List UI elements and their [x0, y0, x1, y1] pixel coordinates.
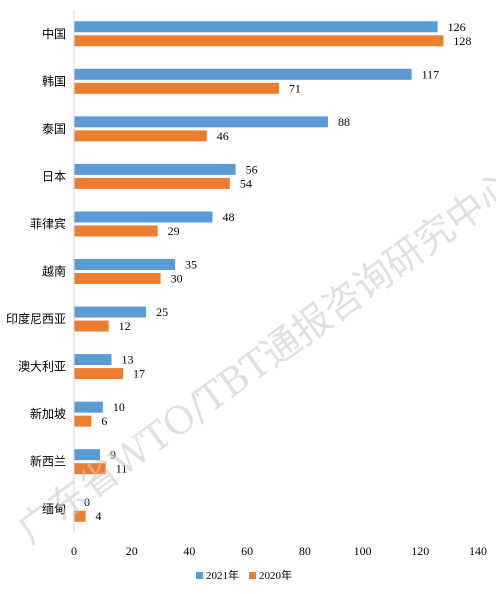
category-label: 越南: [42, 264, 66, 279]
x-tick-label: 100: [354, 544, 372, 558]
bar-series-2: [74, 368, 124, 380]
x-tick-label: 20: [126, 544, 138, 558]
bar-series-1: [74, 306, 147, 318]
x-tick-label: 40: [183, 544, 195, 558]
data-label: 35: [185, 258, 197, 272]
legend-label: 2021年: [206, 568, 239, 582]
data-label: 17: [133, 367, 145, 381]
legend-swatch: [249, 572, 256, 579]
data-label: 13: [122, 353, 134, 367]
bar-series-1: [74, 21, 438, 33]
bar-series-1: [74, 449, 100, 461]
data-label: 117: [422, 67, 440, 81]
bar-series-1: [74, 163, 236, 175]
bar-series-2: [74, 463, 106, 475]
x-tick-label: 80: [299, 544, 311, 558]
data-label: 11: [116, 462, 128, 476]
data-label: 6: [101, 414, 107, 428]
bar-series-2: [74, 177, 230, 189]
bar-series-2: [74, 35, 444, 47]
category-label: 菲律宾: [30, 216, 66, 231]
data-label: 9: [110, 448, 116, 462]
bar-series-2: [74, 130, 207, 142]
bar-series-2: [74, 510, 86, 522]
bar-series-2: [74, 225, 158, 237]
bar-series-1: [74, 116, 328, 128]
bar-series-1: [74, 68, 412, 80]
data-label: 56: [246, 162, 258, 176]
category-label: 新加坡: [30, 406, 66, 421]
data-label: 128: [453, 34, 471, 48]
legend: 2021年 2020年: [196, 568, 292, 582]
data-label: 4: [96, 509, 102, 523]
data-label: 29: [168, 224, 180, 238]
data-label: 0: [84, 495, 90, 509]
x-tick-label: 0: [71, 544, 77, 558]
bar-series-2: [74, 415, 92, 427]
data-label: 48: [223, 210, 235, 224]
data-label: 30: [171, 272, 183, 286]
category-label: 新西兰: [30, 454, 66, 469]
x-tick-label: 120: [411, 544, 429, 558]
x-axis: 0 20 40 60 80 100 120 140: [71, 10, 487, 558]
category-label: 印度尼西亚: [6, 311, 66, 326]
bar-series-1: [74, 401, 103, 413]
category-label: 韩国: [42, 73, 66, 88]
x-tick-label: 140: [469, 544, 487, 558]
legend-swatch: [196, 572, 203, 579]
data-label: 46: [217, 129, 229, 143]
data-label: 126: [448, 20, 466, 34]
data-label: 25: [156, 305, 168, 319]
bar-series-1: [74, 259, 175, 270]
category-label: 澳大利亚: [18, 360, 66, 374]
data-label: 71: [289, 81, 301, 95]
data-label: 88: [338, 115, 350, 129]
bar-series-2: [74, 82, 279, 94]
bars-layer: [74, 21, 444, 522]
data-label: 54: [240, 176, 252, 190]
bar-series-1: [74, 354, 112, 366]
category-label: 日本: [42, 169, 66, 183]
data-label: 10: [113, 400, 125, 414]
x-tick-label: 60: [241, 544, 253, 558]
legend-label: 2020年: [259, 568, 292, 582]
category-label: 缅甸: [42, 502, 66, 516]
bar-series-2: [74, 273, 161, 284]
category-label: 中国: [42, 26, 66, 41]
bar-series-1: [74, 211, 213, 223]
bar-series-2: [74, 320, 109, 332]
data-label: 12: [119, 319, 131, 333]
category-label: 泰国: [42, 122, 66, 136]
